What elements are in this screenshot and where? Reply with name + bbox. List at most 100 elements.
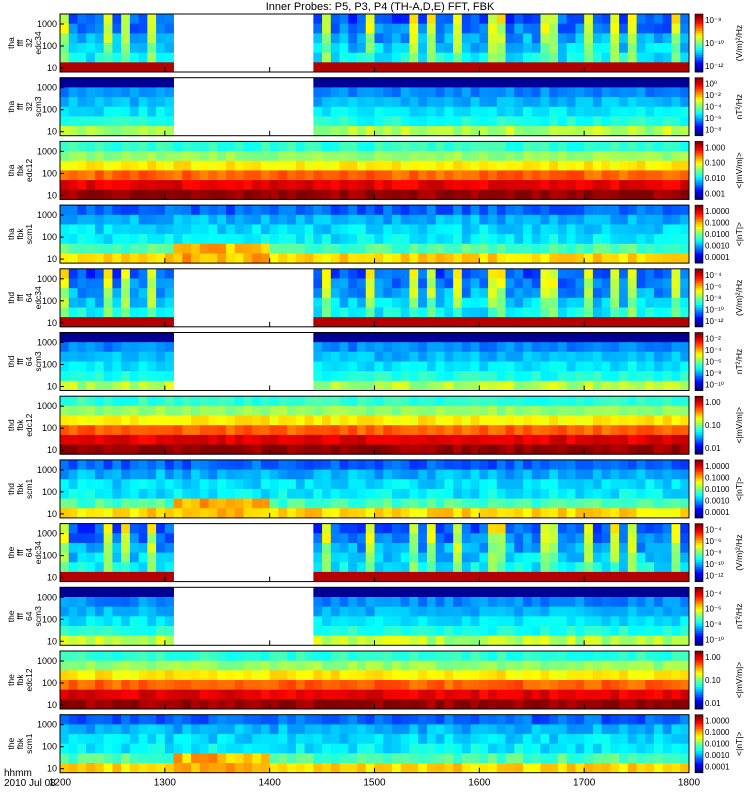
heat-cell xyxy=(671,415,681,426)
heat-cell xyxy=(575,141,585,152)
heat-cell xyxy=(488,87,498,98)
heat-cell xyxy=(584,587,594,598)
heat-cell xyxy=(164,361,174,372)
heat-cell xyxy=(391,33,402,44)
heat-cell xyxy=(514,508,524,519)
heat-cell xyxy=(461,243,471,254)
colorbar-step xyxy=(695,196,703,200)
heat-cell xyxy=(243,141,253,152)
heat-cell xyxy=(523,189,533,200)
heat-cell xyxy=(470,689,480,700)
panel-label: 32 xyxy=(24,102,34,112)
heat-cell xyxy=(365,160,375,171)
heat-cell xyxy=(365,562,375,573)
colorbar-tick-label: 10⁻⁶ xyxy=(705,537,721,546)
colorbar-label: <|mV/m|> xyxy=(734,407,744,444)
heat-cell xyxy=(435,562,445,573)
colorbar-step xyxy=(695,217,703,220)
heat-cell xyxy=(514,332,524,343)
heat-cell xyxy=(418,596,428,608)
heat-cell xyxy=(488,508,498,519)
heat-cell xyxy=(671,126,681,137)
heat-cell xyxy=(86,699,96,710)
heat-cell xyxy=(444,459,454,470)
heat-cell xyxy=(549,278,559,289)
heat-cell xyxy=(252,680,262,691)
heat-cell xyxy=(86,724,96,735)
heat-cell xyxy=(453,268,463,279)
heat-cell xyxy=(654,508,664,519)
heat-cell xyxy=(77,361,87,372)
heat-cell xyxy=(77,625,87,637)
heat-cell xyxy=(383,97,393,108)
heat-cell xyxy=(182,670,192,681)
heat-cell xyxy=(348,434,358,445)
heat-cell xyxy=(94,625,105,637)
heat-cell xyxy=(636,151,646,162)
heat-cell xyxy=(505,33,515,44)
heat-cell xyxy=(435,33,445,44)
heat-cell xyxy=(636,224,646,235)
heat-cell xyxy=(557,332,568,343)
heat-cell xyxy=(339,278,349,289)
heat-cell xyxy=(627,14,637,25)
heat-cell xyxy=(584,14,594,25)
heat-cell xyxy=(68,380,78,391)
heat-cell xyxy=(645,498,655,509)
heat-cell xyxy=(86,126,96,137)
colorbar-step xyxy=(695,633,703,637)
colorbar-step xyxy=(695,640,703,644)
heat-cell xyxy=(610,479,620,490)
heat-cell xyxy=(435,625,445,637)
heat-cell xyxy=(409,126,419,137)
heat-cell xyxy=(592,189,603,200)
heat-cell xyxy=(444,479,454,490)
heat-cell xyxy=(426,734,437,745)
heat-cell xyxy=(313,508,323,519)
heat-cell xyxy=(199,479,209,490)
colorbar-tick-label: 10⁻⁶ xyxy=(705,282,721,291)
heat-cell xyxy=(540,425,550,436)
heat-cell xyxy=(330,77,340,88)
heat-cell xyxy=(147,87,157,98)
heat-cell xyxy=(645,288,655,299)
heat-cell xyxy=(488,571,498,582)
heat-cell xyxy=(549,234,559,245)
heat-cell xyxy=(121,52,131,63)
heat-cell xyxy=(339,297,349,308)
heat-cell xyxy=(662,660,672,671)
heat-cell xyxy=(121,670,131,681)
heat-cell xyxy=(287,734,297,745)
heat-cell xyxy=(470,52,480,63)
heat-cell xyxy=(330,278,340,289)
heat-cell xyxy=(121,317,131,328)
heat-cell xyxy=(94,126,105,137)
heat-cell xyxy=(496,214,506,225)
colorbar-step xyxy=(695,618,703,622)
colorbar-tick-label: 0.0001 xyxy=(705,508,730,517)
heat-cell xyxy=(645,699,655,710)
heat-cell xyxy=(112,243,122,254)
heat-cell xyxy=(409,434,419,445)
heat-cell xyxy=(94,342,105,353)
heat-cell xyxy=(540,523,550,534)
colorbar-step xyxy=(695,295,703,299)
heat-cell xyxy=(654,14,664,25)
heat-cell xyxy=(566,396,576,407)
heat-cell xyxy=(357,425,367,436)
heat-cell xyxy=(400,160,410,171)
heat-cell xyxy=(339,444,349,455)
heat-cell xyxy=(365,587,375,598)
heat-cell xyxy=(645,361,655,372)
colorbar-step xyxy=(695,630,703,634)
heat-cell xyxy=(488,288,498,299)
heat-cell xyxy=(357,297,367,308)
heat-cell xyxy=(654,77,664,88)
heat-cell xyxy=(217,498,227,509)
heat-cell xyxy=(173,469,183,480)
heat-cell xyxy=(601,606,611,617)
heat-cell xyxy=(461,625,471,637)
heat-cell xyxy=(138,743,148,754)
heat-cell xyxy=(601,361,611,372)
heat-cell xyxy=(129,434,140,445)
